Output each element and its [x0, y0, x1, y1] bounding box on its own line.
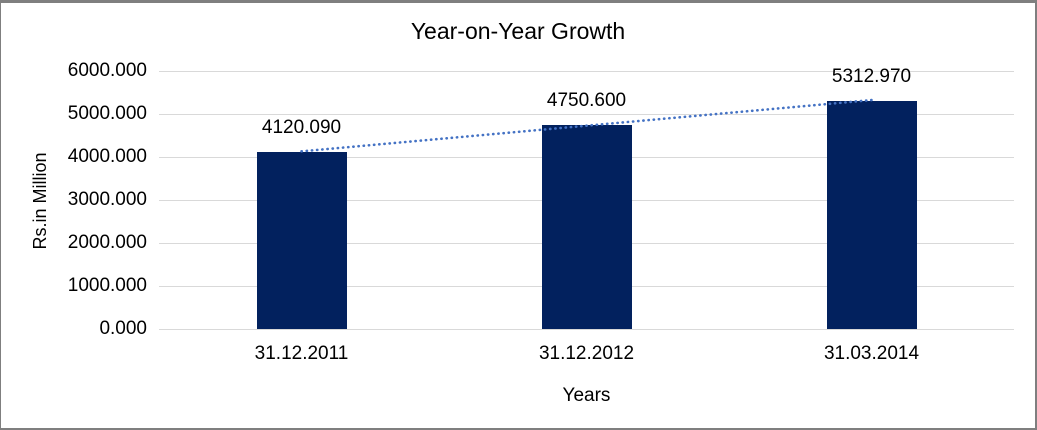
- ytick-label: 4000.000: [67, 146, 147, 167]
- data-label-31.12.2012: 4750.600: [546, 89, 627, 111]
- xtick-label-31.12.2012: 31.12.2012: [538, 343, 635, 364]
- ytick-label: 2000.000: [67, 232, 147, 253]
- ytick-label: 5000.000: [67, 103, 147, 124]
- x-axis-title: Years: [562, 385, 611, 406]
- ytick-label: 6000.000: [67, 60, 147, 81]
- gridline: [159, 328, 1014, 330]
- ytick-label: 3000.000: [67, 189, 147, 210]
- bar-31.12.2011: [256, 151, 347, 329]
- data-label-31.03.2014: 5312.970: [831, 65, 912, 87]
- bar-31.03.2014: [826, 100, 917, 329]
- y-axis: 0.000 1000.000 2000.000 3000.000 4000.000 500…: [1, 60, 147, 339]
- xtick-label-31.12.2011: 31.12.2011: [254, 343, 349, 364]
- ytick-label: 1000.000: [67, 275, 147, 296]
- ytick-label: 0.000: [99, 318, 147, 339]
- xtick-label-31.03.2014: 31.03.2014: [823, 343, 920, 364]
- data-label-31.12.2011: 4120.090: [261, 116, 342, 138]
- chart-title: Year-on-Year Growth: [410, 18, 626, 44]
- gridline: [159, 70, 1014, 72]
- bar-31.12.2012: [541, 124, 632, 329]
- plot-area: 4120.090 4750.600 5312.970: [159, 66, 1014, 330]
